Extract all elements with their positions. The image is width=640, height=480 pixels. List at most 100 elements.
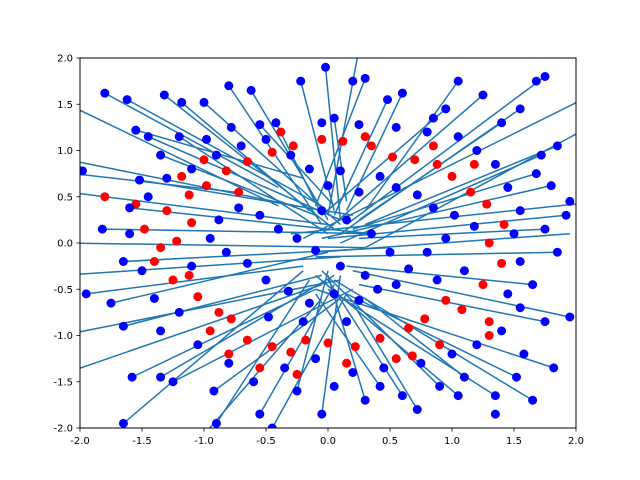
blue-point	[561, 210, 571, 220]
blue-point	[80, 166, 87, 176]
x-tick-label: -1.5	[132, 436, 152, 447]
blue-point	[273, 224, 283, 234]
red-point	[375, 333, 385, 343]
blue-point	[354, 120, 364, 130]
blue-point	[490, 409, 500, 419]
blue-point	[565, 196, 575, 206]
x-tick-label: 0.0	[320, 436, 336, 447]
blue-point	[255, 409, 265, 419]
blue-point	[97, 224, 107, 234]
y-tick-label: -2.0	[53, 424, 73, 435]
blue-point	[118, 321, 128, 331]
blue-point	[503, 289, 513, 299]
red-point	[201, 181, 211, 191]
blue-point	[174, 132, 184, 142]
line-segment	[275, 122, 323, 216]
red-point	[466, 187, 476, 197]
red-point	[205, 326, 215, 336]
red-point	[255, 363, 265, 373]
blue-point	[397, 391, 407, 401]
line-segment	[315, 233, 570, 253]
blue-point	[298, 317, 308, 327]
blue-point	[515, 257, 525, 266]
blue-point	[224, 358, 234, 368]
blue-point	[552, 141, 562, 151]
line-segment	[358, 283, 546, 323]
red-point	[484, 317, 494, 327]
blue-point	[375, 171, 385, 181]
red-point	[342, 358, 352, 368]
red-point	[242, 335, 252, 345]
red-point	[172, 236, 182, 246]
line-segment	[321, 184, 552, 240]
red-point	[410, 155, 420, 165]
red-point	[387, 152, 397, 162]
blue-point	[296, 76, 306, 86]
blue-point	[540, 72, 550, 81]
line-segment	[364, 145, 558, 226]
red-point	[139, 224, 149, 234]
blue-point	[497, 118, 507, 128]
line-segment	[327, 94, 484, 230]
blue-point	[280, 363, 290, 373]
red-point	[484, 238, 494, 248]
blue-point	[234, 203, 244, 213]
blue-point	[211, 150, 221, 160]
red-point	[168, 275, 178, 285]
blue-point	[503, 183, 513, 192]
red-point	[420, 314, 430, 324]
blue-point	[391, 183, 401, 192]
red-point	[214, 307, 224, 317]
x-tick-label: -1.0	[194, 436, 214, 447]
blue-point	[404, 264, 414, 274]
blue-point	[271, 118, 281, 128]
line-segment	[86, 265, 304, 295]
blue-point	[528, 395, 538, 405]
blue-point	[511, 372, 521, 382]
y-tick-label: 0.0	[57, 239, 73, 250]
blue-point	[143, 132, 153, 142]
line-segment	[364, 80, 459, 212]
line-segment	[80, 279, 341, 333]
red-point	[226, 314, 236, 324]
line-segment	[80, 161, 298, 207]
line-segment	[302, 101, 576, 240]
blue-point	[497, 326, 507, 336]
red-point	[242, 157, 252, 167]
line-segment	[290, 203, 576, 235]
blue-point	[335, 261, 345, 271]
red-point	[187, 218, 197, 228]
line-segment	[327, 58, 359, 216]
line-segment	[178, 135, 329, 235]
line-segment	[364, 133, 576, 249]
blue-point	[137, 266, 147, 276]
line-segment	[352, 302, 418, 410]
line-segment	[296, 270, 329, 392]
blue-point	[205, 233, 215, 243]
blue-point	[246, 85, 256, 95]
blue-point	[263, 312, 273, 322]
red-point	[288, 141, 298, 151]
blue-point	[342, 215, 352, 225]
blue-point	[304, 164, 314, 174]
blue-point	[515, 104, 525, 114]
blue-point	[536, 150, 546, 160]
blue-point	[131, 125, 141, 135]
blue-point	[261, 134, 271, 144]
line-segment	[80, 256, 341, 275]
red-point	[224, 349, 234, 359]
blue-point	[118, 418, 128, 428]
line-segment	[104, 92, 279, 189]
red-point	[156, 243, 166, 253]
blue-point	[449, 210, 459, 220]
x-tick-label: 1.0	[444, 436, 460, 447]
blue-point	[329, 289, 339, 299]
blue-point	[360, 395, 370, 405]
blue-point	[472, 146, 482, 155]
red-point	[441, 295, 451, 305]
line-segment	[333, 99, 389, 216]
red-point	[162, 206, 172, 216]
red-point	[267, 147, 277, 157]
red-point	[184, 190, 194, 200]
